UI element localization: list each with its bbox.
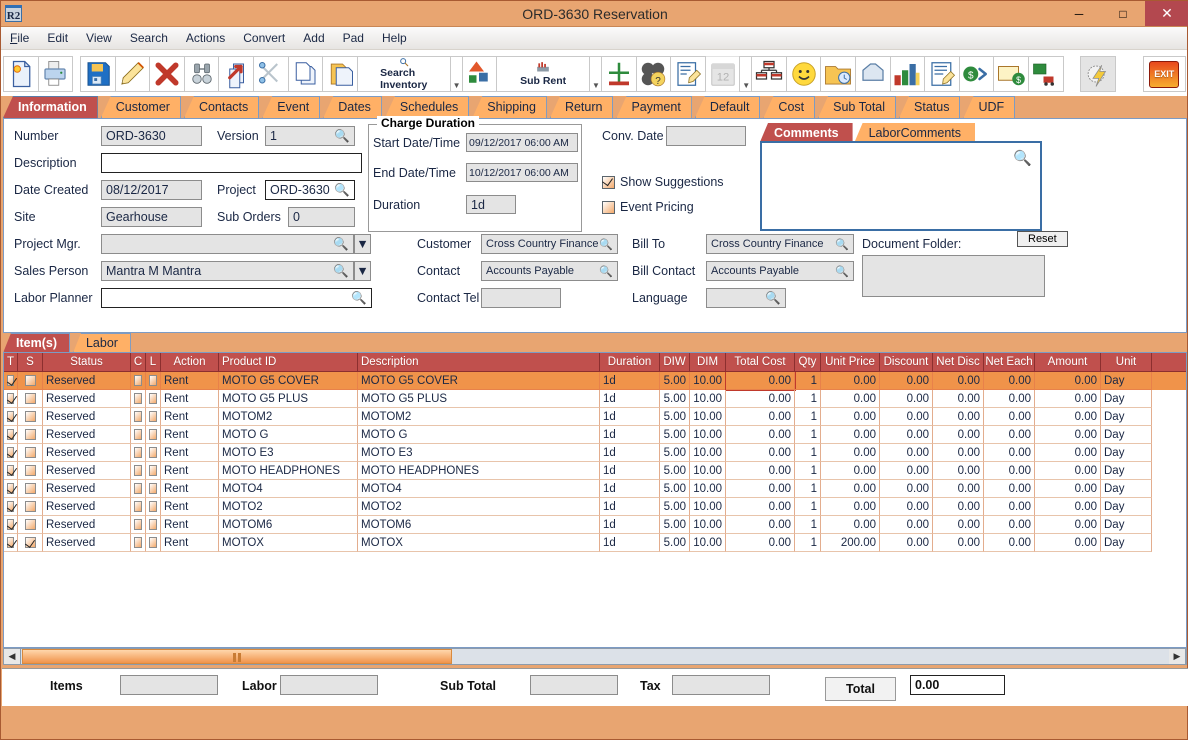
svg-text:?: ? <box>656 76 662 87</box>
svg-text:12: 12 <box>716 71 729 83</box>
svg-text:$: $ <box>1016 75 1021 85</box>
svg-text:$: $ <box>968 70 974 81</box>
